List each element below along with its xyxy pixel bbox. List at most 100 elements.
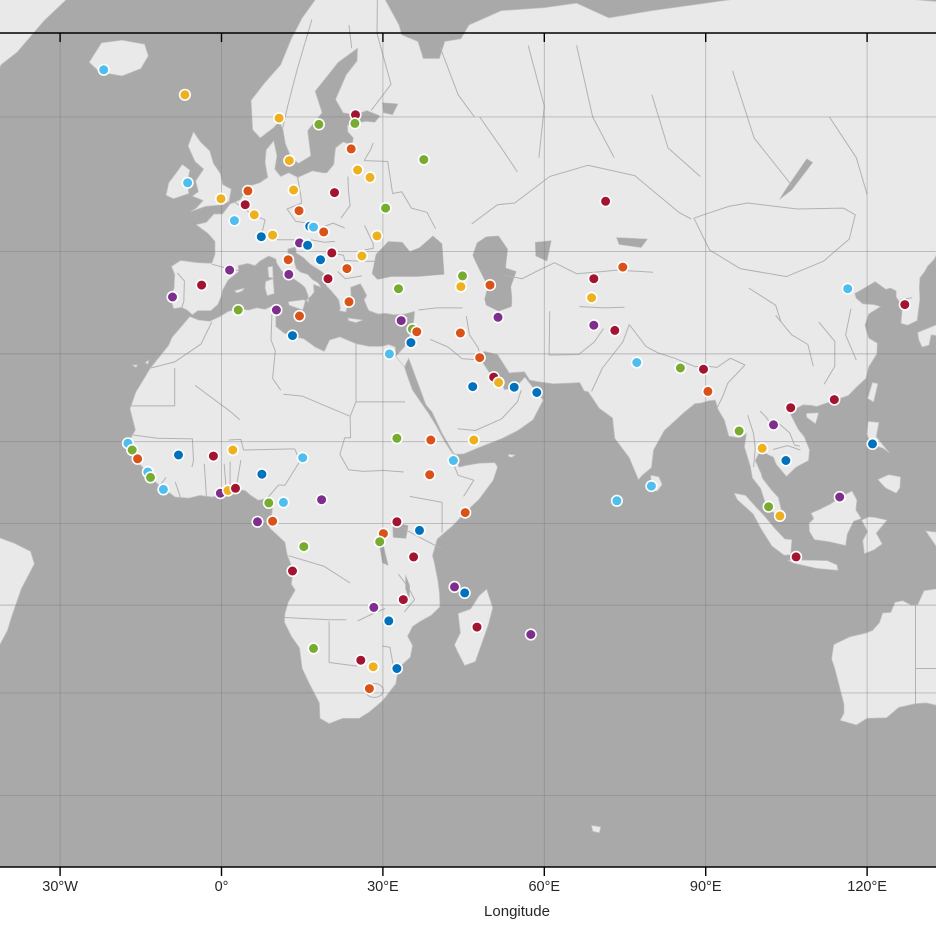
scatter-point[interactable]: Kyiv xyxy=(379,202,392,215)
scatter-point[interactable]: Ouagadougou xyxy=(207,450,220,463)
scatter-point[interactable]: Oslo xyxy=(273,111,286,125)
scatter-point[interactable]: Lusaka xyxy=(367,601,380,614)
scatter-point[interactable]: Luanda xyxy=(286,564,299,578)
scatter-point[interactable]: Nicosia xyxy=(395,314,408,327)
scatter-point[interactable]: Warsaw xyxy=(328,186,341,199)
scatter-point[interactable]: Yerevan xyxy=(454,280,468,293)
scatter-point[interactable]: Tehran xyxy=(491,311,505,324)
scatter-point[interactable]: Athens xyxy=(342,295,356,308)
scatter-point[interactable]: Sarajevo xyxy=(314,253,327,266)
scatter-point[interactable]: Damascus xyxy=(410,325,423,338)
scatter-point[interactable]: Singapore xyxy=(773,509,787,523)
scatter-point[interactable]: Riga xyxy=(345,142,358,155)
scatter-point[interactable]: Bern xyxy=(255,230,268,243)
scatter-point[interactable]: Banjul xyxy=(126,443,139,457)
scatter-point[interactable]: Hong Kong xyxy=(828,393,841,406)
scatter-point[interactable]: Kuala Lumpur xyxy=(762,500,775,513)
scatter-point[interactable]: Riyadh xyxy=(466,380,479,393)
scatter-point[interactable]: Hanoi xyxy=(784,401,797,414)
scatter-point[interactable]: Phnom Penh xyxy=(779,454,793,467)
scatter-point[interactable]: Porto-Novo xyxy=(229,482,242,495)
scatter-point[interactable]: Kampala xyxy=(390,515,404,528)
scatter-point[interactable]: Pretoria xyxy=(367,660,380,673)
scatter-point[interactable]: Bandar Seri Begawan xyxy=(833,490,846,504)
scatter-point[interactable]: Algiers xyxy=(232,303,245,317)
scatter-point[interactable]: Astana xyxy=(599,195,612,208)
scatter-point[interactable]: Reykjavik xyxy=(97,63,110,76)
scatter-point[interactable]: Kathmandu xyxy=(674,361,687,375)
scatter-point[interactable]: Belgrade xyxy=(325,246,338,259)
scatter-point[interactable]: Luxembourg xyxy=(248,208,261,221)
scatter-point[interactable]: Prague xyxy=(292,204,306,217)
scatter-point[interactable]: Port Louis xyxy=(524,628,537,641)
scatter-point[interactable]: Copenhagen xyxy=(283,154,296,167)
scatter-point[interactable]: Bangui xyxy=(315,493,328,506)
scatter-point[interactable]: Ankara xyxy=(392,282,405,295)
scatter-point[interactable]: Vientiane xyxy=(767,418,780,431)
scatter-point[interactable]: New Delhi xyxy=(630,356,643,369)
scatter-point[interactable]: Abuja xyxy=(255,468,269,481)
scatter-point[interactable]: Tirana xyxy=(321,272,335,285)
scatter-point[interactable]: Dushanbe xyxy=(585,291,598,304)
scatter-point[interactable]: Baghdad xyxy=(454,326,467,340)
scatter-point[interactable]: Seoul xyxy=(898,298,911,311)
scatter-point[interactable]: Jerusalem xyxy=(404,336,418,349)
scatter-point[interactable]: San Marino xyxy=(282,253,295,266)
scatter-point[interactable]: Baku xyxy=(483,279,497,292)
scatter-point[interactable]: Yangon xyxy=(732,424,746,438)
scatter-point[interactable]: Muscat xyxy=(530,386,543,399)
scatter-point[interactable]: N'Djamena xyxy=(296,451,309,464)
scatter-point[interactable]: Bissau xyxy=(131,452,144,465)
scatter-point[interactable]: Nairobi xyxy=(413,524,426,537)
scatter-point[interactable]: Maseru xyxy=(363,682,376,695)
scatter-point[interactable]: Brussels xyxy=(239,198,252,211)
scatter-point[interactable]: Valletta xyxy=(293,309,306,323)
scatter-point[interactable]: Madrid xyxy=(195,279,208,292)
scatter-point[interactable]: Vaduz xyxy=(266,229,279,242)
scatter-point[interactable]: Mamoudzou xyxy=(458,586,471,600)
scatter-point[interactable]: Sofia xyxy=(340,262,354,275)
scatter-point[interactable]: Bratislava xyxy=(307,221,320,234)
scatter-point[interactable]: Colombo xyxy=(645,480,658,493)
scatter-point[interactable]: Yaounde xyxy=(277,496,290,509)
scatter-point[interactable]: Andorra la Vella xyxy=(223,264,236,277)
scatter-point[interactable]: Dodoma xyxy=(407,550,420,564)
scatter-point[interactable]: Bangkok xyxy=(756,442,769,455)
scatter-point[interactable]: Maputo xyxy=(390,662,404,675)
scatter-point[interactable]: Windhoek xyxy=(307,642,320,655)
scatter-point[interactable]: Stockholm xyxy=(312,118,326,131)
scatter-point[interactable]: London xyxy=(214,192,228,205)
scatter-point[interactable]: Gaborone xyxy=(354,654,367,667)
scatter-point[interactable]: Kabul xyxy=(587,319,600,332)
scatter-point[interactable]: Tunis xyxy=(270,303,283,317)
scatter-point[interactable]: Minsk xyxy=(363,171,377,184)
scatter-point[interactable]: Berlin xyxy=(287,183,300,197)
scatter-point[interactable]: Paris xyxy=(228,214,241,227)
scatter-point[interactable]: Lilongwe xyxy=(397,593,410,606)
scatter-point[interactable]: Bamako xyxy=(172,448,185,462)
scatter-point[interactable]: Harare xyxy=(382,614,395,628)
scatter-point[interactable]: Jakarta xyxy=(789,550,803,564)
scatter-point[interactable]: Tbilisi xyxy=(456,269,469,283)
scatter-point[interactable]: Freetown xyxy=(144,471,157,484)
scatter-point[interactable]: Vatican City xyxy=(282,268,295,281)
scatter-point[interactable]: Bishkek xyxy=(616,261,629,274)
scatter-point[interactable]: Asmara xyxy=(424,433,437,447)
scatter-point[interactable]: Abu Dhabi xyxy=(508,381,521,394)
scatter-point[interactable]: Moscow xyxy=(417,153,430,166)
scatter-point[interactable]: Brazzaville xyxy=(297,540,310,553)
scatter-point[interactable]: Tallinn xyxy=(348,117,362,130)
scatter-point[interactable]: Djibouti xyxy=(447,454,460,467)
scatter-point[interactable]: Malabo xyxy=(262,496,275,510)
scatter-point[interactable]: Monrovia xyxy=(157,483,170,496)
scatter-point[interactable]: Sao Tome xyxy=(251,515,264,528)
scatter-point[interactable]: Chisinau xyxy=(370,229,384,242)
scatter-point[interactable]: Thimphu xyxy=(697,363,710,376)
scatter-point[interactable]: Dhaka xyxy=(701,385,715,398)
scatter-point[interactable]: Doha xyxy=(492,376,505,389)
scatter-point[interactable]: Cairo xyxy=(383,347,396,361)
scatter-point[interactable]: Moroni xyxy=(448,580,461,594)
scatter-point[interactable]: Niamey xyxy=(226,443,239,457)
scatter-point[interactable]: Sanaa xyxy=(467,433,480,447)
scatter-point[interactable]: Budapest xyxy=(317,225,330,238)
